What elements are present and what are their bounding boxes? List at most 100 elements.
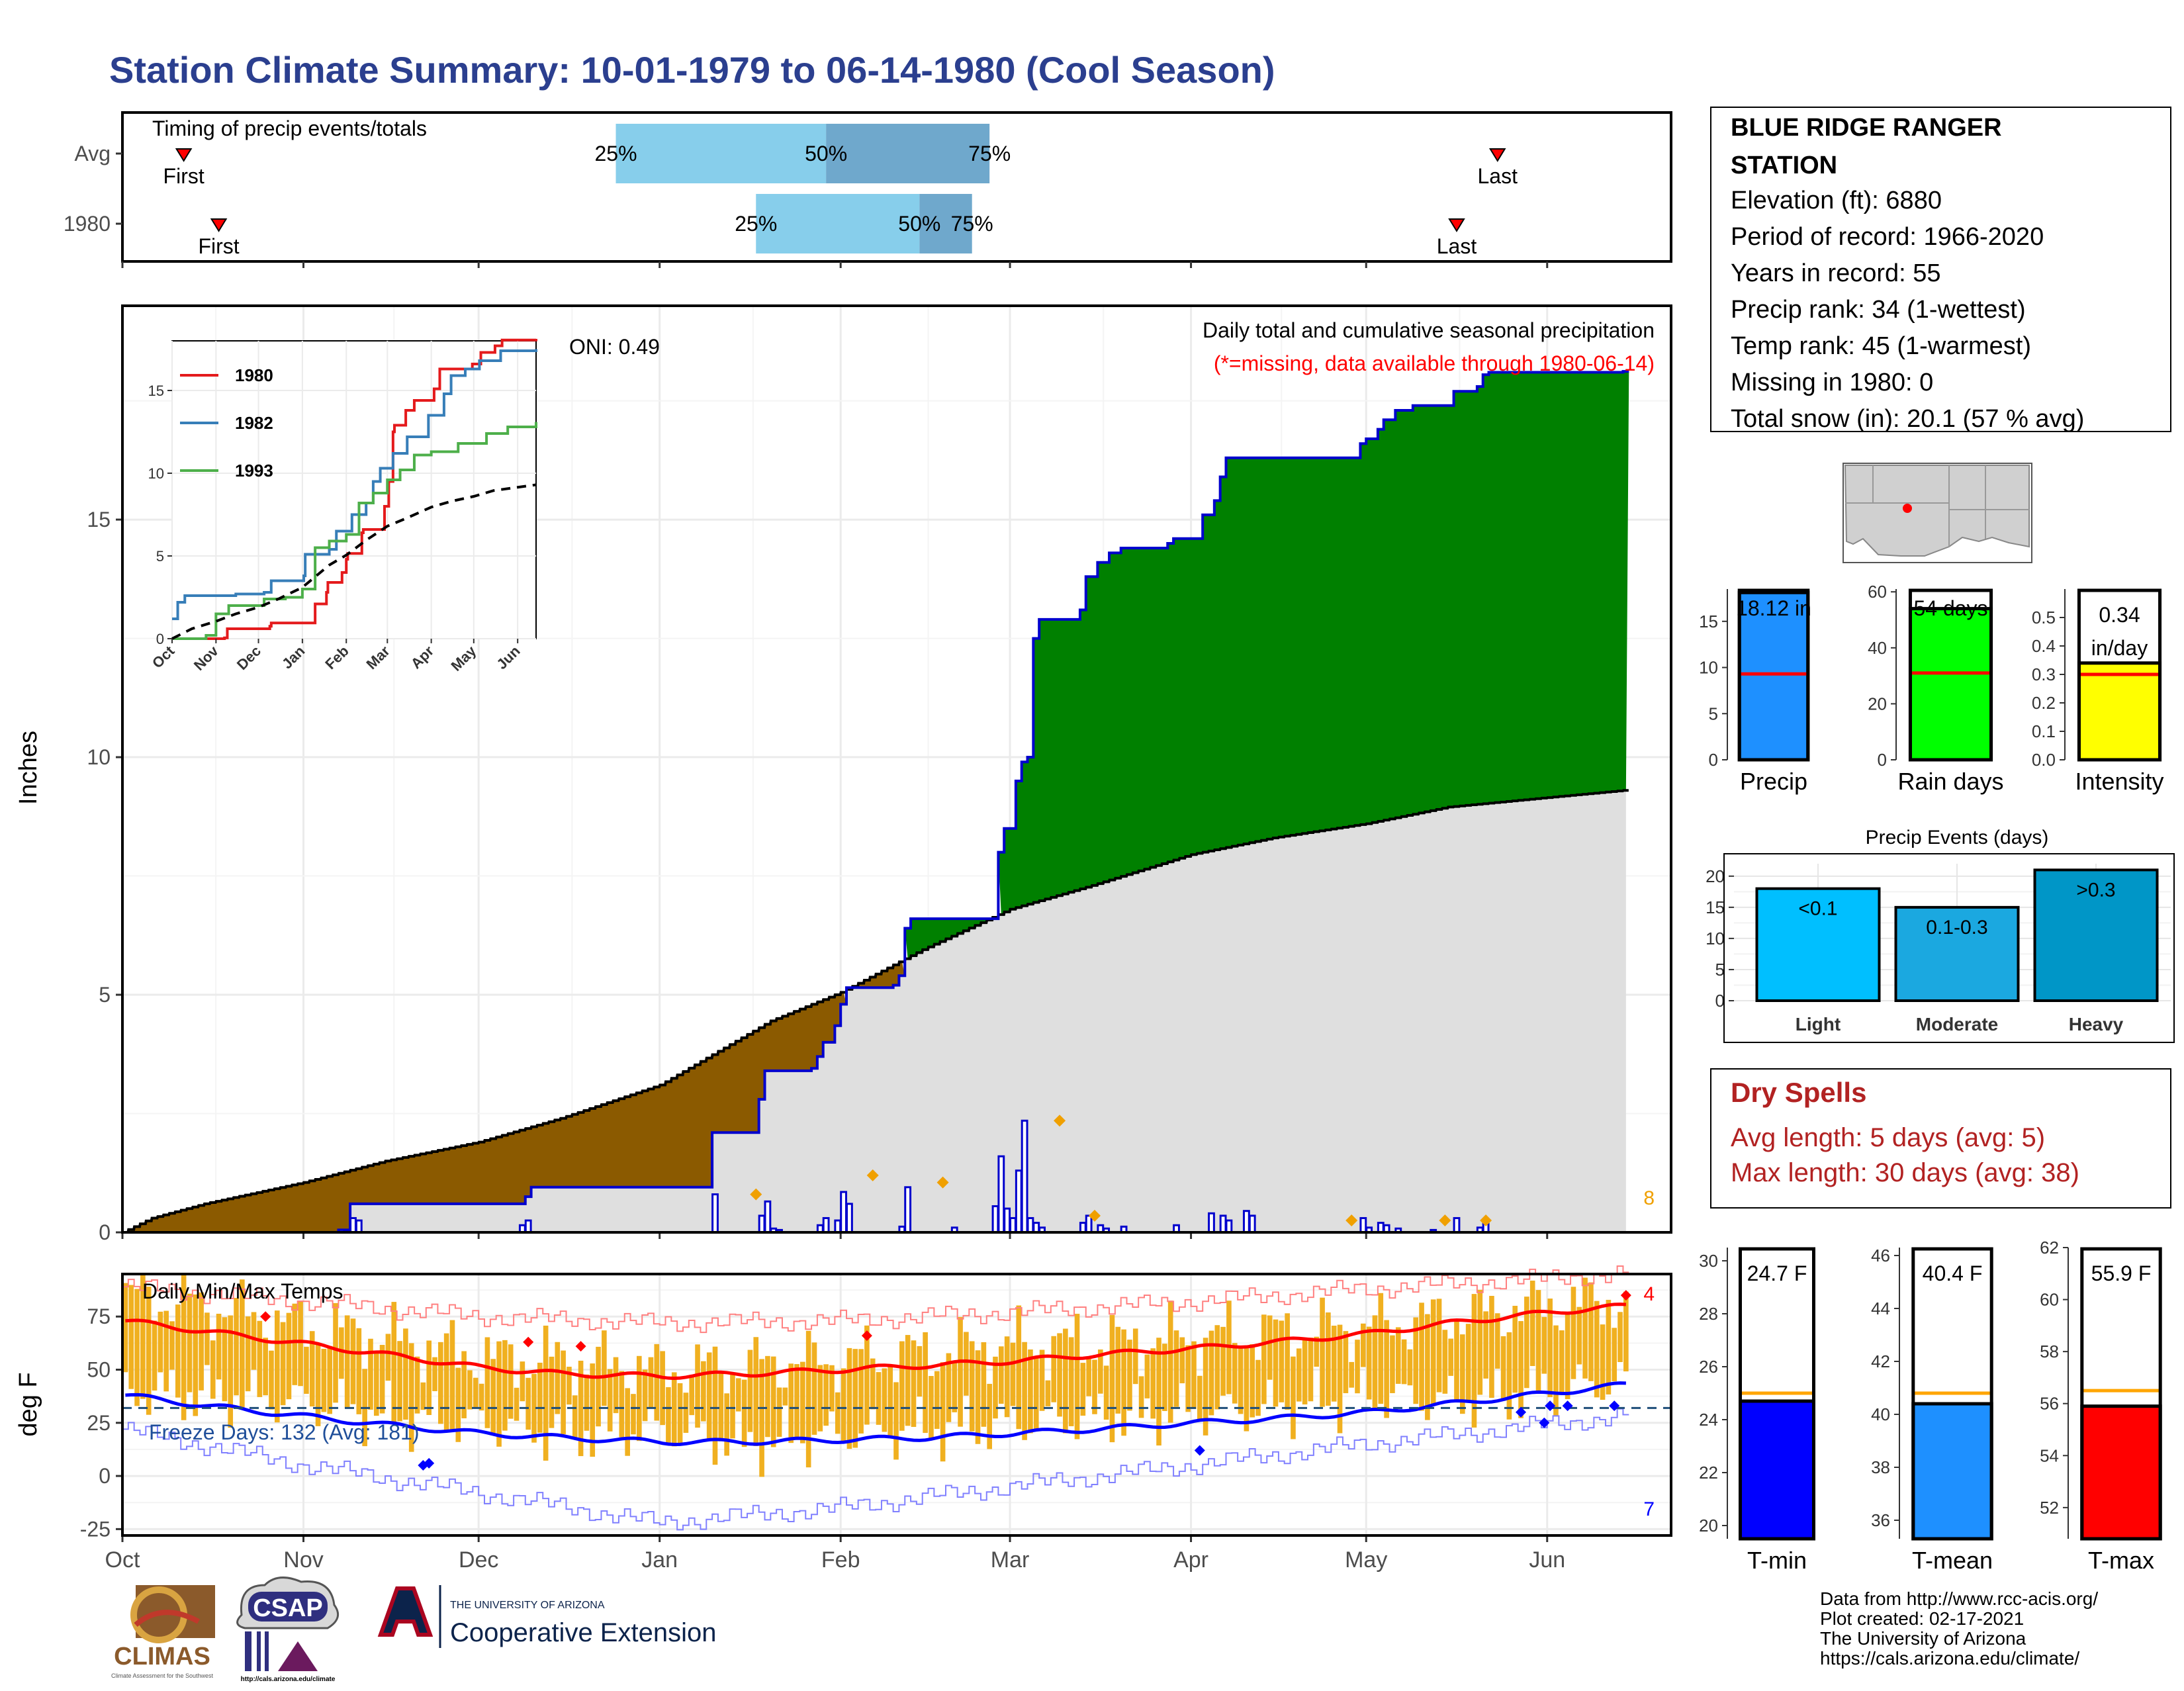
daily-temp-bar [1051, 1336, 1057, 1402]
daily-temp-bar [455, 1367, 461, 1442]
timing-bar-q50-q75 [919, 194, 972, 253]
daily-temp-bar [443, 1333, 449, 1433]
daily-temp-bar [274, 1310, 280, 1423]
daily-temp-bar [1267, 1315, 1273, 1380]
timing-row-label: 1980 [64, 212, 111, 236]
record-high-marker [523, 1336, 534, 1348]
summary-y-tick-label: 0.3 [2032, 664, 2056, 684]
daily-temp-bar [1477, 1289, 1483, 1395]
daily-temp-bar [122, 1283, 128, 1373]
timing-panel-label: Timing of precip events/totals [152, 116, 427, 140]
daily-temp-bar [1279, 1320, 1285, 1402]
temp-count-bottom: 7 [1643, 1498, 1655, 1520]
daily-precip-bar [1377, 1222, 1385, 1234]
daily-temp-bar [911, 1340, 917, 1427]
daily-temp-bar [403, 1328, 408, 1420]
precip-ylabel: Inches [15, 731, 42, 805]
inset-frame [171, 340, 537, 639]
record-max-line [122, 1265, 1629, 1334]
daily-temp-bar [596, 1346, 601, 1427]
daily-temp-bar [899, 1341, 905, 1431]
daily-temp-bar [146, 1287, 152, 1415]
daily-temp-bar [1600, 1324, 1606, 1400]
summary-y-tick-label: 36 [1871, 1510, 1890, 1530]
daily-temp-bar [1378, 1293, 1384, 1404]
daily-temp-bar [829, 1365, 835, 1412]
daily-temp-bar [228, 1315, 234, 1428]
station-years: Years in record: 55 [1731, 259, 1941, 287]
daily-temp-bar [765, 1355, 770, 1438]
events-y-tick-label: 20 [1706, 866, 1725, 886]
tmin-chart: 20 22 24 26 28 30 24.7 F T-min [1699, 1247, 1827, 1574]
daily-temp-bar [858, 1349, 864, 1434]
summary-category-label: T-mean [1912, 1547, 1993, 1574]
summary-bar-frame [2077, 588, 2162, 762]
y-tick-label: 15 [87, 508, 111, 531]
daily-temp-bar [1395, 1327, 1401, 1384]
daily-temp-bar [1092, 1359, 1097, 1414]
events-category-label: Moderate [1916, 1014, 1998, 1034]
daily-temp-bar [1407, 1349, 1413, 1386]
daily-temp-bar [1132, 1328, 1138, 1385]
daily-temp-bar [637, 1355, 642, 1441]
summary-y-tick-label: 58 [2040, 1342, 2059, 1361]
daily-temp-bar [327, 1346, 333, 1414]
daily-temp-bar [240, 1279, 245, 1408]
record-low-marker [1562, 1400, 1573, 1412]
summary-y-tick-label: 0.4 [2032, 636, 2056, 656]
daily-temp-bar [1582, 1277, 1588, 1379]
daily-temp-bar [1518, 1321, 1524, 1418]
timing-row-label: Avg [74, 142, 111, 165]
daily-temp-bar [1121, 1329, 1126, 1436]
temp-y-tick-label: -25 [80, 1517, 111, 1541]
daily-temp-bar [718, 1371, 724, 1441]
daily-temp-bar [654, 1344, 660, 1421]
daily-precip-bar [764, 1200, 772, 1234]
summary-category-label: Precip [1740, 768, 1807, 795]
tmean-chart: 36 38 40 42 44 46 40.4 F T-mean [1871, 1246, 2005, 1574]
daily-temp-bar [1471, 1294, 1477, 1428]
climas-logo: CLIMAS Climate Assessment for the Southw… [111, 1585, 215, 1679]
daily-temp-bar [1255, 1359, 1261, 1416]
summary-y-tick-label: 56 [2040, 1394, 2059, 1414]
daily-temp-bar [1559, 1330, 1565, 1393]
daily-temp-bar [1500, 1336, 1506, 1401]
daily-temp-bar [1214, 1325, 1220, 1410]
daily-temp-bar [1594, 1301, 1600, 1398]
temp-count-top: 4 [1643, 1283, 1655, 1305]
daily-temp-bar [1570, 1287, 1576, 1379]
timing-last-marker [1488, 148, 1506, 162]
daily-temp-bar [1361, 1323, 1366, 1367]
inset-series-1980 [172, 338, 537, 640]
daily-temp-bar [1343, 1331, 1349, 1394]
summary-y-tick-label: 10 [1699, 658, 1718, 678]
daily-temp-bar [1308, 1338, 1314, 1402]
daily-temp-bar [1296, 1348, 1302, 1402]
daily-temp-bar [391, 1302, 397, 1422]
daily-temp-bar [584, 1374, 590, 1431]
daily-temp-bar [1167, 1301, 1173, 1423]
footer-line2: Plot created: 02-17-2021 [1820, 1608, 2024, 1629]
inset-y-tick-label: 10 [148, 465, 164, 482]
location-map [1843, 463, 2032, 563]
daily-temp-bar [520, 1361, 525, 1402]
daily-temp-bar [811, 1342, 817, 1435]
daily-temp-bar [432, 1357, 437, 1391]
record-high-marker [1620, 1290, 1631, 1301]
daily-temp-bar [846, 1348, 852, 1449]
daily-precip-bar [822, 1216, 830, 1234]
daily-temp-bar [473, 1377, 478, 1408]
daily-temp-bar [1144, 1354, 1150, 1398]
daily-temp-bar [1413, 1317, 1419, 1404]
daily-temp-bar [309, 1331, 315, 1407]
daily-temp-bar [660, 1351, 665, 1426]
daily-temp-bar [666, 1387, 671, 1444]
daily-temp-bar [946, 1353, 952, 1422]
daily-temp-bar [508, 1344, 514, 1419]
daily-temp-bar [531, 1373, 537, 1443]
daily-temp-bar [677, 1383, 683, 1445]
daily-temp-bar [934, 1371, 940, 1429]
daily-temp-bar [969, 1341, 975, 1432]
climas-logo-text: CLIMAS [114, 1643, 210, 1670]
